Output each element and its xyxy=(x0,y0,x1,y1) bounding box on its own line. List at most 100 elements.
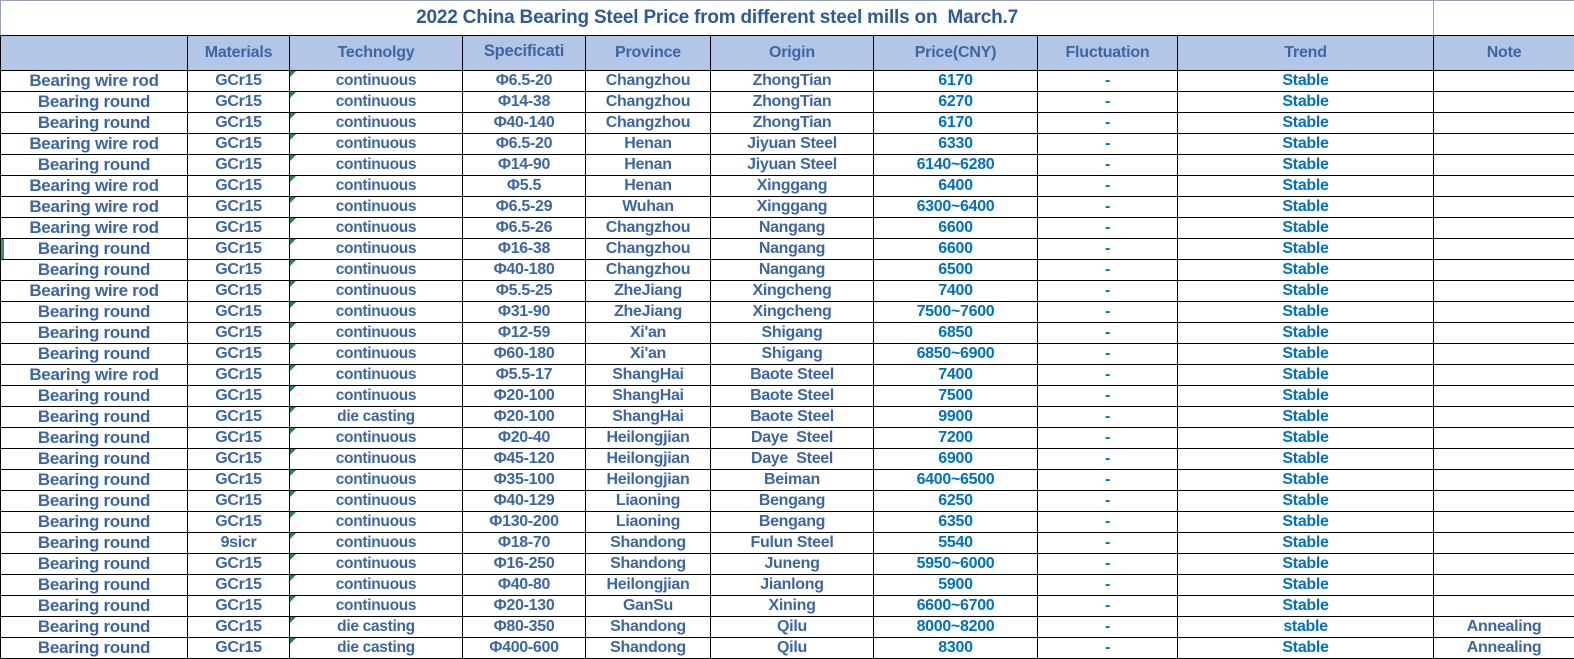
column-header-materials[interactable]: Materials xyxy=(188,36,290,71)
cell-technology[interactable]: continuous xyxy=(290,239,463,260)
column-header-origin[interactable]: Origin xyxy=(711,36,874,71)
cell-origin[interactable]: Baote Steel xyxy=(711,407,874,428)
cell-origin[interactable]: Shigang xyxy=(711,323,874,344)
cell-technology[interactable]: continuous xyxy=(290,176,463,197)
cell-material[interactable]: GCr15 xyxy=(188,554,290,575)
cell-spec[interactable]: Φ16-250 xyxy=(463,554,586,575)
cell-fluctuation[interactable]: - xyxy=(1038,92,1178,113)
cell-technology[interactable]: continuous xyxy=(290,71,463,92)
cell-material[interactable]: GCr15 xyxy=(188,449,290,470)
cell-province[interactable]: Henan xyxy=(586,176,711,197)
cell-product[interactable]: Bearing round xyxy=(1,575,188,596)
page-title[interactable]: 2022 China Bearing Steel Price from diff… xyxy=(1,1,1434,36)
cell-province[interactable]: Heilongjian xyxy=(586,428,711,449)
cell-material[interactable]: GCr15 xyxy=(188,218,290,239)
cell-fluctuation[interactable]: - xyxy=(1038,596,1178,617)
cell-material[interactable]: GCr15 xyxy=(188,407,290,428)
cell-spec[interactable]: Φ12-59 xyxy=(463,323,586,344)
cell-spec[interactable]: Φ35-100 xyxy=(463,470,586,491)
cell-fluctuation[interactable]: - xyxy=(1038,134,1178,155)
cell-price[interactable]: 6250 xyxy=(874,491,1038,512)
cell-origin[interactable]: ZhongTian xyxy=(711,113,874,134)
column-header-technolgy[interactable]: Technolgy xyxy=(290,36,463,71)
cell-origin[interactable]: Baote Steel xyxy=(711,365,874,386)
cell-price[interactable]: 6600 xyxy=(874,218,1038,239)
column-header-trend[interactable]: Trend xyxy=(1178,36,1434,71)
cell-note[interactable] xyxy=(1434,71,1574,92)
cell-price[interactable]: 7400 xyxy=(874,365,1038,386)
cell-origin[interactable]: Qilu xyxy=(711,638,874,659)
cell-product[interactable]: Bearing round xyxy=(1,596,188,617)
cell-material[interactable]: GCr15 xyxy=(188,239,290,260)
cell-spec[interactable]: Φ5.5-17 xyxy=(463,365,586,386)
cell-trend[interactable]: Stable xyxy=(1178,533,1434,554)
cell-price[interactable]: 6170 xyxy=(874,113,1038,134)
cell-spec[interactable]: Φ14-90 xyxy=(463,155,586,176)
cell-note[interactable] xyxy=(1434,302,1574,323)
cell-province[interactable]: Shandong xyxy=(586,533,711,554)
cell-fluctuation[interactable]: - xyxy=(1038,407,1178,428)
cell-material[interactable]: GCr15 xyxy=(188,113,290,134)
cell-origin[interactable]: Daye Steel xyxy=(711,449,874,470)
cell-price[interactable]: 6500 xyxy=(874,260,1038,281)
column-header-fluctuation[interactable]: Fluctuation xyxy=(1038,36,1178,71)
column-header-product[interactable] xyxy=(1,36,188,71)
cell-fluctuation[interactable]: - xyxy=(1038,512,1178,533)
cell-note[interactable]: Annealing xyxy=(1434,638,1574,659)
cell-origin[interactable]: Daye Steel xyxy=(711,428,874,449)
cell-spec[interactable]: Φ14-38 xyxy=(463,92,586,113)
cell-province[interactable]: ShangHai xyxy=(586,365,711,386)
cell-trend[interactable]: Stable xyxy=(1178,92,1434,113)
cell-note[interactable] xyxy=(1434,239,1574,260)
cell-note[interactable] xyxy=(1434,344,1574,365)
cell-trend[interactable]: Stable xyxy=(1178,239,1434,260)
cell-price[interactable]: 6170 xyxy=(874,71,1038,92)
cell-technology[interactable]: continuous xyxy=(290,596,463,617)
cell-trend[interactable]: Stable xyxy=(1178,491,1434,512)
cell-trend[interactable]: Stable xyxy=(1178,176,1434,197)
cell-note[interactable] xyxy=(1434,449,1574,470)
cell-spec[interactable]: Φ16-38 xyxy=(463,239,586,260)
cell-material[interactable]: GCr15 xyxy=(188,92,290,113)
cell-fluctuation[interactable]: - xyxy=(1038,491,1178,512)
cell-technology[interactable]: die casting xyxy=(290,617,463,638)
cell-province[interactable]: Shandong xyxy=(586,617,711,638)
cell-spec[interactable]: Φ6.5-29 xyxy=(463,197,586,218)
cell-fluctuation[interactable]: - xyxy=(1038,155,1178,176)
cell-province[interactable]: Henan xyxy=(586,134,711,155)
cell-material[interactable]: GCr15 xyxy=(188,470,290,491)
cell-product[interactable]: Bearing round xyxy=(1,407,188,428)
cell-note[interactable] xyxy=(1434,155,1574,176)
cell-technology[interactable]: continuous xyxy=(290,323,463,344)
cell-origin[interactable]: ZhongTian xyxy=(711,71,874,92)
cell-spec[interactable]: Φ20-100 xyxy=(463,386,586,407)
cell-trend[interactable]: Stable xyxy=(1178,386,1434,407)
cell-fluctuation[interactable]: - xyxy=(1038,638,1178,659)
cell-material[interactable]: GCr15 xyxy=(188,638,290,659)
cell-technology[interactable]: continuous xyxy=(290,92,463,113)
cell-trend[interactable]: stable xyxy=(1178,617,1434,638)
cell-origin[interactable]: Nangang xyxy=(711,218,874,239)
cell-technology[interactable]: continuous xyxy=(290,533,463,554)
cell-product[interactable]: Bearing round xyxy=(1,302,188,323)
cell-technology[interactable]: continuous xyxy=(290,260,463,281)
cell-fluctuation[interactable]: - xyxy=(1038,302,1178,323)
cell-technology[interactable]: continuous xyxy=(290,134,463,155)
cell-technology[interactable]: continuous xyxy=(290,428,463,449)
cell-note[interactable] xyxy=(1434,176,1574,197)
cell-trend[interactable]: Stable xyxy=(1178,113,1434,134)
cell-product[interactable]: Bearing wire rod xyxy=(1,197,188,218)
cell-technology[interactable]: continuous xyxy=(290,281,463,302)
cell-trend[interactable]: Stable xyxy=(1178,155,1434,176)
cell-note[interactable] xyxy=(1434,197,1574,218)
cell-price[interactable]: 6900 xyxy=(874,449,1038,470)
cell-spec[interactable]: Φ40-180 xyxy=(463,260,586,281)
cell-province[interactable]: ZheJiang xyxy=(586,302,711,323)
cell-province[interactable]: Changzhou xyxy=(586,218,711,239)
cell-origin[interactable]: Baote Steel xyxy=(711,386,874,407)
cell-trend[interactable]: Stable xyxy=(1178,596,1434,617)
cell-technology[interactable]: continuous xyxy=(290,155,463,176)
cell-province[interactable]: Wuhan xyxy=(586,197,711,218)
cell-fluctuation[interactable]: - xyxy=(1038,218,1178,239)
cell-fluctuation[interactable]: - xyxy=(1038,113,1178,134)
